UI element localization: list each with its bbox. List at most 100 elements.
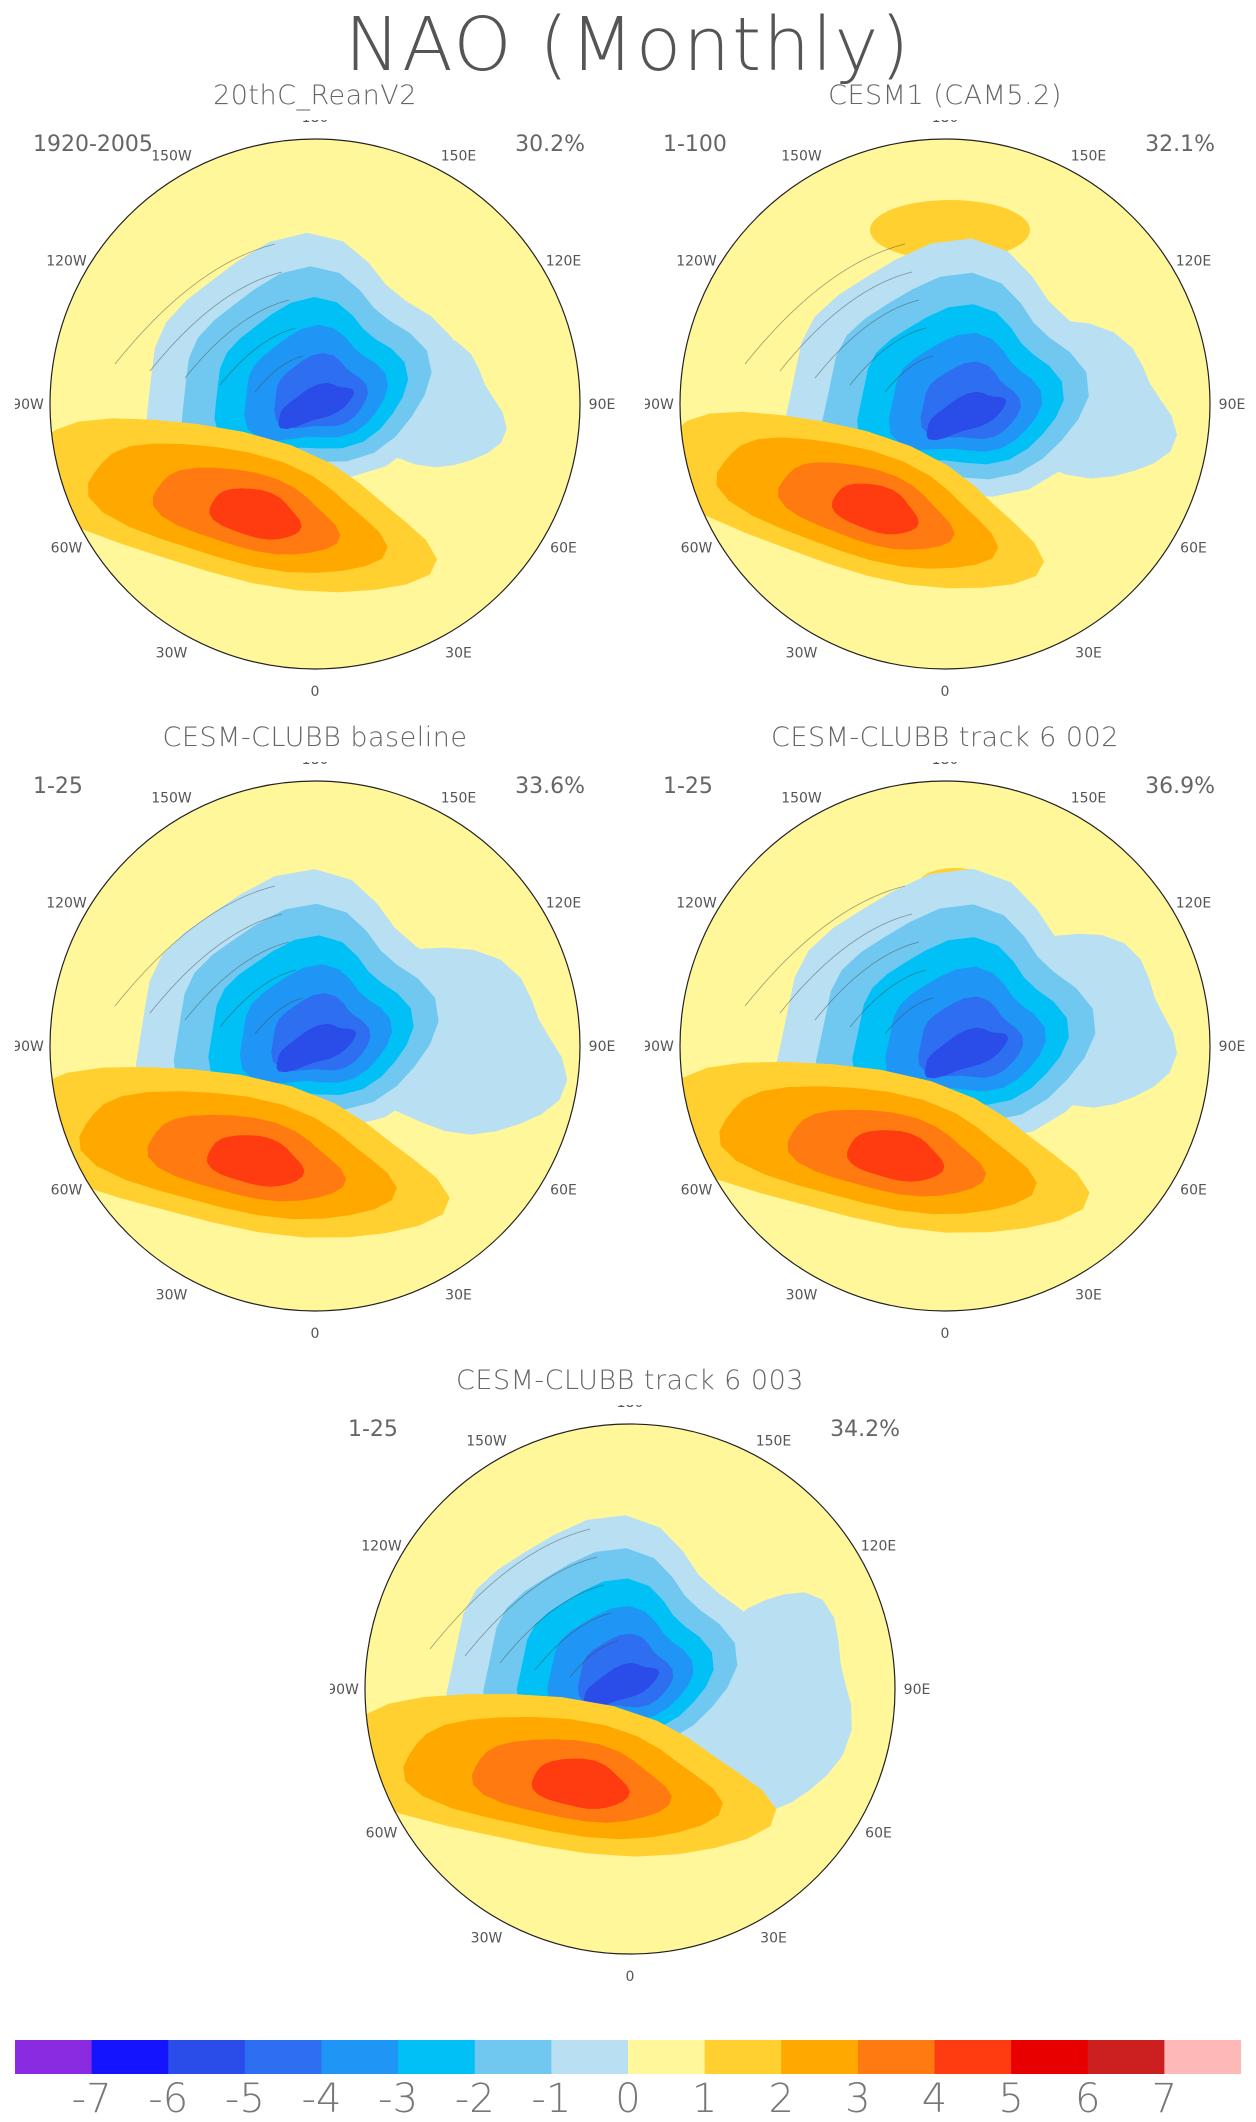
colorbar-labels: -7 -6 -5 -4 -3 -2 -1 0 1 2 3 4 5 6 7 [15, 2076, 1241, 2122]
colorbar-swatch [91, 2040, 169, 2074]
panel-title: CESM-CLUBB track 6 003 [456, 1365, 804, 1396]
longitude-label: 150E [1071, 791, 1107, 807]
coastline [744, 885, 934, 1035]
map-panel: CESM-CLUBB track 6 002 1-25 36.9% 180 150E 12… [645, 722, 1245, 1362]
colorbar-tick-label: -4 [301, 2076, 342, 2122]
longitude-label: 90W [645, 1039, 674, 1055]
contour-region [924, 1027, 1009, 1079]
longitude-label: 120W [676, 896, 717, 912]
colorbar-tick-label: 0 [615, 2076, 641, 2122]
map-boundary [679, 138, 1211, 670]
colorbar-tick-label: -6 [148, 2076, 189, 2122]
longitude-label: 120E [1176, 896, 1212, 912]
longitude-label: 120W [46, 254, 87, 270]
longitude-label: 180 [302, 762, 329, 768]
longitude-label: 60E [1180, 541, 1207, 557]
colorbar-swatch [474, 2040, 552, 2074]
longitude-label: 90E [589, 1039, 615, 1055]
longitude-label: 120W [361, 1539, 402, 1555]
colorbar-swatch [857, 2040, 936, 2074]
colorbar-swatch [934, 2040, 1012, 2074]
panel-variance-percent: 36.9% [1145, 774, 1215, 799]
longitude-label: 30E [760, 1931, 787, 1947]
contour-region [207, 1135, 305, 1187]
colorbar-swatch [551, 2040, 629, 2074]
colorbar-tick-label: -1 [531, 2076, 572, 2122]
map-boundary [364, 1423, 896, 1955]
longitude-label: 120W [46, 896, 87, 912]
longitude-label: 90W [645, 397, 674, 413]
longitude-label: 60W [681, 541, 713, 557]
longitude-label: 150E [441, 791, 477, 807]
colorbar-tick-label: 2 [768, 2076, 794, 2122]
polar-map: 180 150E 120E 90E 60E 30E 0 30W 60W 90W 120W 150W [15, 762, 615, 1342]
longitude-label: 30W [786, 646, 818, 662]
longitude-label: 30E [445, 646, 472, 662]
colorbar-tick-label: 4 [921, 2076, 948, 2122]
colorbar-swatch [1087, 2040, 1165, 2074]
longitude-label: 150W [781, 149, 822, 165]
longitude-label: 90E [1219, 1039, 1245, 1055]
colorbar-swatch [168, 2040, 246, 2074]
longitude-label: 90W [15, 397, 44, 413]
map-boundary [49, 780, 581, 1312]
longitude-label: 150E [441, 149, 477, 165]
contour-region [278, 382, 355, 429]
map-boundary [679, 780, 1211, 1312]
panel-period: 1-25 [663, 774, 713, 799]
colorbar [15, 2040, 1241, 2074]
coastline [114, 885, 304, 1035]
longitude-label: 180 [302, 120, 329, 126]
longitude-label: 120E [1176, 254, 1212, 270]
longitude-label: 150E [1071, 149, 1107, 165]
panel-period: 1-25 [33, 774, 83, 799]
longitude-label: 30E [1075, 1288, 1102, 1304]
colorbar-tick-label: 1 [691, 2076, 718, 2122]
panel-period: 1-25 [348, 1417, 398, 1442]
colorbar-swatch [15, 2040, 93, 2074]
contour-region [870, 200, 1030, 260]
longitude-label: 30W [156, 1288, 188, 1304]
longitude-label: 90E [1219, 397, 1245, 413]
longitude-label: 60E [865, 1826, 892, 1842]
panel-period: 1-100 [663, 132, 727, 157]
map-boundary [49, 138, 581, 670]
panel-title: CESM-CLUBB baseline [162, 722, 468, 753]
longitude-label: 120E [546, 896, 582, 912]
longitude-label: 90W [330, 1682, 359, 1698]
longitude-label: 120W [676, 254, 717, 270]
panel-title: CESM-CLUBB track 6 002 [771, 722, 1119, 753]
colorbar-swatch [1164, 2040, 1241, 2074]
colorbar-tick-label: 7 [1151, 2076, 1178, 2122]
colorbar-tick-label: -7 [71, 2076, 112, 2122]
contour-region [847, 1130, 945, 1182]
map-panel: CESM-CLUBB baseline 1-25 33.6% 180 150E 120E 9… [15, 722, 615, 1362]
longitude-label: 150E [756, 1434, 792, 1450]
panel-variance-percent: 32.1% [1145, 132, 1215, 157]
contour-region [531, 1758, 630, 1809]
longitude-label: 0 [311, 1326, 320, 1342]
contour-region [831, 483, 919, 535]
panel-variance-percent: 30.2% [515, 132, 585, 157]
longitude-label: 0 [941, 684, 950, 700]
longitude-label: 90E [904, 1682, 930, 1698]
longitude-label: 60E [550, 1183, 577, 1199]
coastline [429, 1528, 619, 1678]
longitude-label: 180 [932, 120, 959, 126]
colorbar-tick-label: 5 [998, 2076, 1024, 2122]
coastline [744, 243, 934, 393]
longitude-label: 60W [366, 1826, 398, 1842]
panel-variance-percent: 34.2% [830, 1417, 900, 1442]
map-panel: 20thC_ReanV2 1920-2005 30.2% 180 150E 120E 90E… [15, 80, 615, 720]
longitude-label: 120E [861, 1539, 897, 1555]
longitude-label: 0 [311, 684, 320, 700]
contour-region [209, 488, 302, 540]
colorbar-swatch [244, 2040, 323, 2074]
longitude-label: 150W [781, 791, 822, 807]
longitude-label: 150W [151, 791, 192, 807]
panel-variance-percent: 33.6% [515, 774, 585, 799]
colorbar-tick-label: 3 [845, 2076, 871, 2122]
colorbar-swatch [321, 2040, 399, 2074]
contour-region [276, 1023, 357, 1073]
longitude-label: 90W [15, 1039, 44, 1055]
